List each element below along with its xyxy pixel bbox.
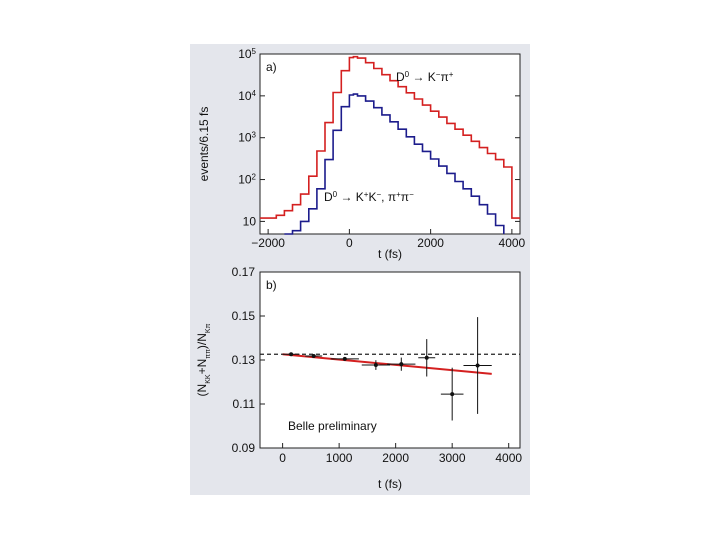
panel-b-y-tick-label: 0.09 — [232, 441, 256, 455]
figure-panel: a) events/6.15 fs t (fs) −2000 0 2000 4000 1… — [190, 44, 530, 495]
data-point — [424, 355, 429, 360]
belle-preliminary-annotation: Belle preliminary — [288, 419, 377, 433]
panel-a-y-tick-label: 104 — [238, 88, 256, 103]
panel-b: b) (NKK+Nππ)/NKπ t (fs) Belle preliminar… — [195, 265, 522, 491]
data-point — [342, 356, 347, 361]
legend-kk-pipi-label: D0 → K+K−, π+π− — [324, 190, 414, 205]
panel-a-x-axis-label: t (fs) — [378, 247, 402, 261]
panel-b-x-tick-label: 2000 — [382, 451, 409, 465]
data-point — [289, 352, 294, 357]
panel-b-y-axis-label: (NKK+Nππ)/NKπ — [195, 323, 212, 396]
panel-b-y-tick-label: 0.17 — [232, 265, 256, 279]
legend-kpi-label: D0 → K−π+ — [396, 70, 454, 85]
panel-a-y-tick-label: 10 — [243, 214, 257, 228]
panel-a-label: a) — [266, 60, 277, 74]
panel-a-x-tick-label: 0 — [346, 236, 353, 250]
panel-b-y-tick-label: 0.13 — [232, 353, 256, 367]
chart-canvas: a) events/6.15 fs t (fs) −2000 0 2000 4000 1… — [195, 47, 526, 492]
panel-b-x-tick-label: 4000 — [495, 451, 522, 465]
panel-a-y-tick-label: 105 — [238, 47, 256, 62]
panel-b-label: b) — [266, 278, 277, 292]
data-point — [399, 362, 404, 367]
panel-b-y-tick-label: 0.11 — [233, 397, 256, 411]
panel-a: a) events/6.15 fs t (fs) −2000 0 2000 4000 1… — [197, 47, 526, 262]
panel-b-y-tick-label: 0.15 — [232, 309, 256, 323]
series-kpi-line — [260, 55, 520, 219]
data-point — [311, 354, 316, 359]
panel-a-y-tick-label: 103 — [238, 130, 256, 145]
data-point — [450, 392, 455, 397]
panel-a-plot-area — [259, 53, 521, 235]
panel-b-x-axis-label: t (fs) — [378, 477, 402, 491]
panel-a-x-tick-label: 2000 — [417, 236, 444, 250]
data-point — [475, 363, 480, 368]
panel-b-plot-area — [259, 271, 521, 449]
panel-a-x-tick-label: 4000 — [499, 236, 526, 250]
panel-b-x-tick-label: 0 — [279, 451, 286, 465]
panel-a-x-tick-label: −2000 — [251, 236, 285, 250]
series-kk-pipi-line — [284, 93, 505, 235]
panel-a-y-axis-label: events/6.15 fs — [197, 107, 211, 182]
panel-b-x-tick-label: 1000 — [326, 451, 353, 465]
panel-a-y-tick-label: 102 — [238, 172, 256, 187]
data-point — [373, 363, 378, 368]
panel-b-x-tick-label: 3000 — [439, 451, 466, 465]
